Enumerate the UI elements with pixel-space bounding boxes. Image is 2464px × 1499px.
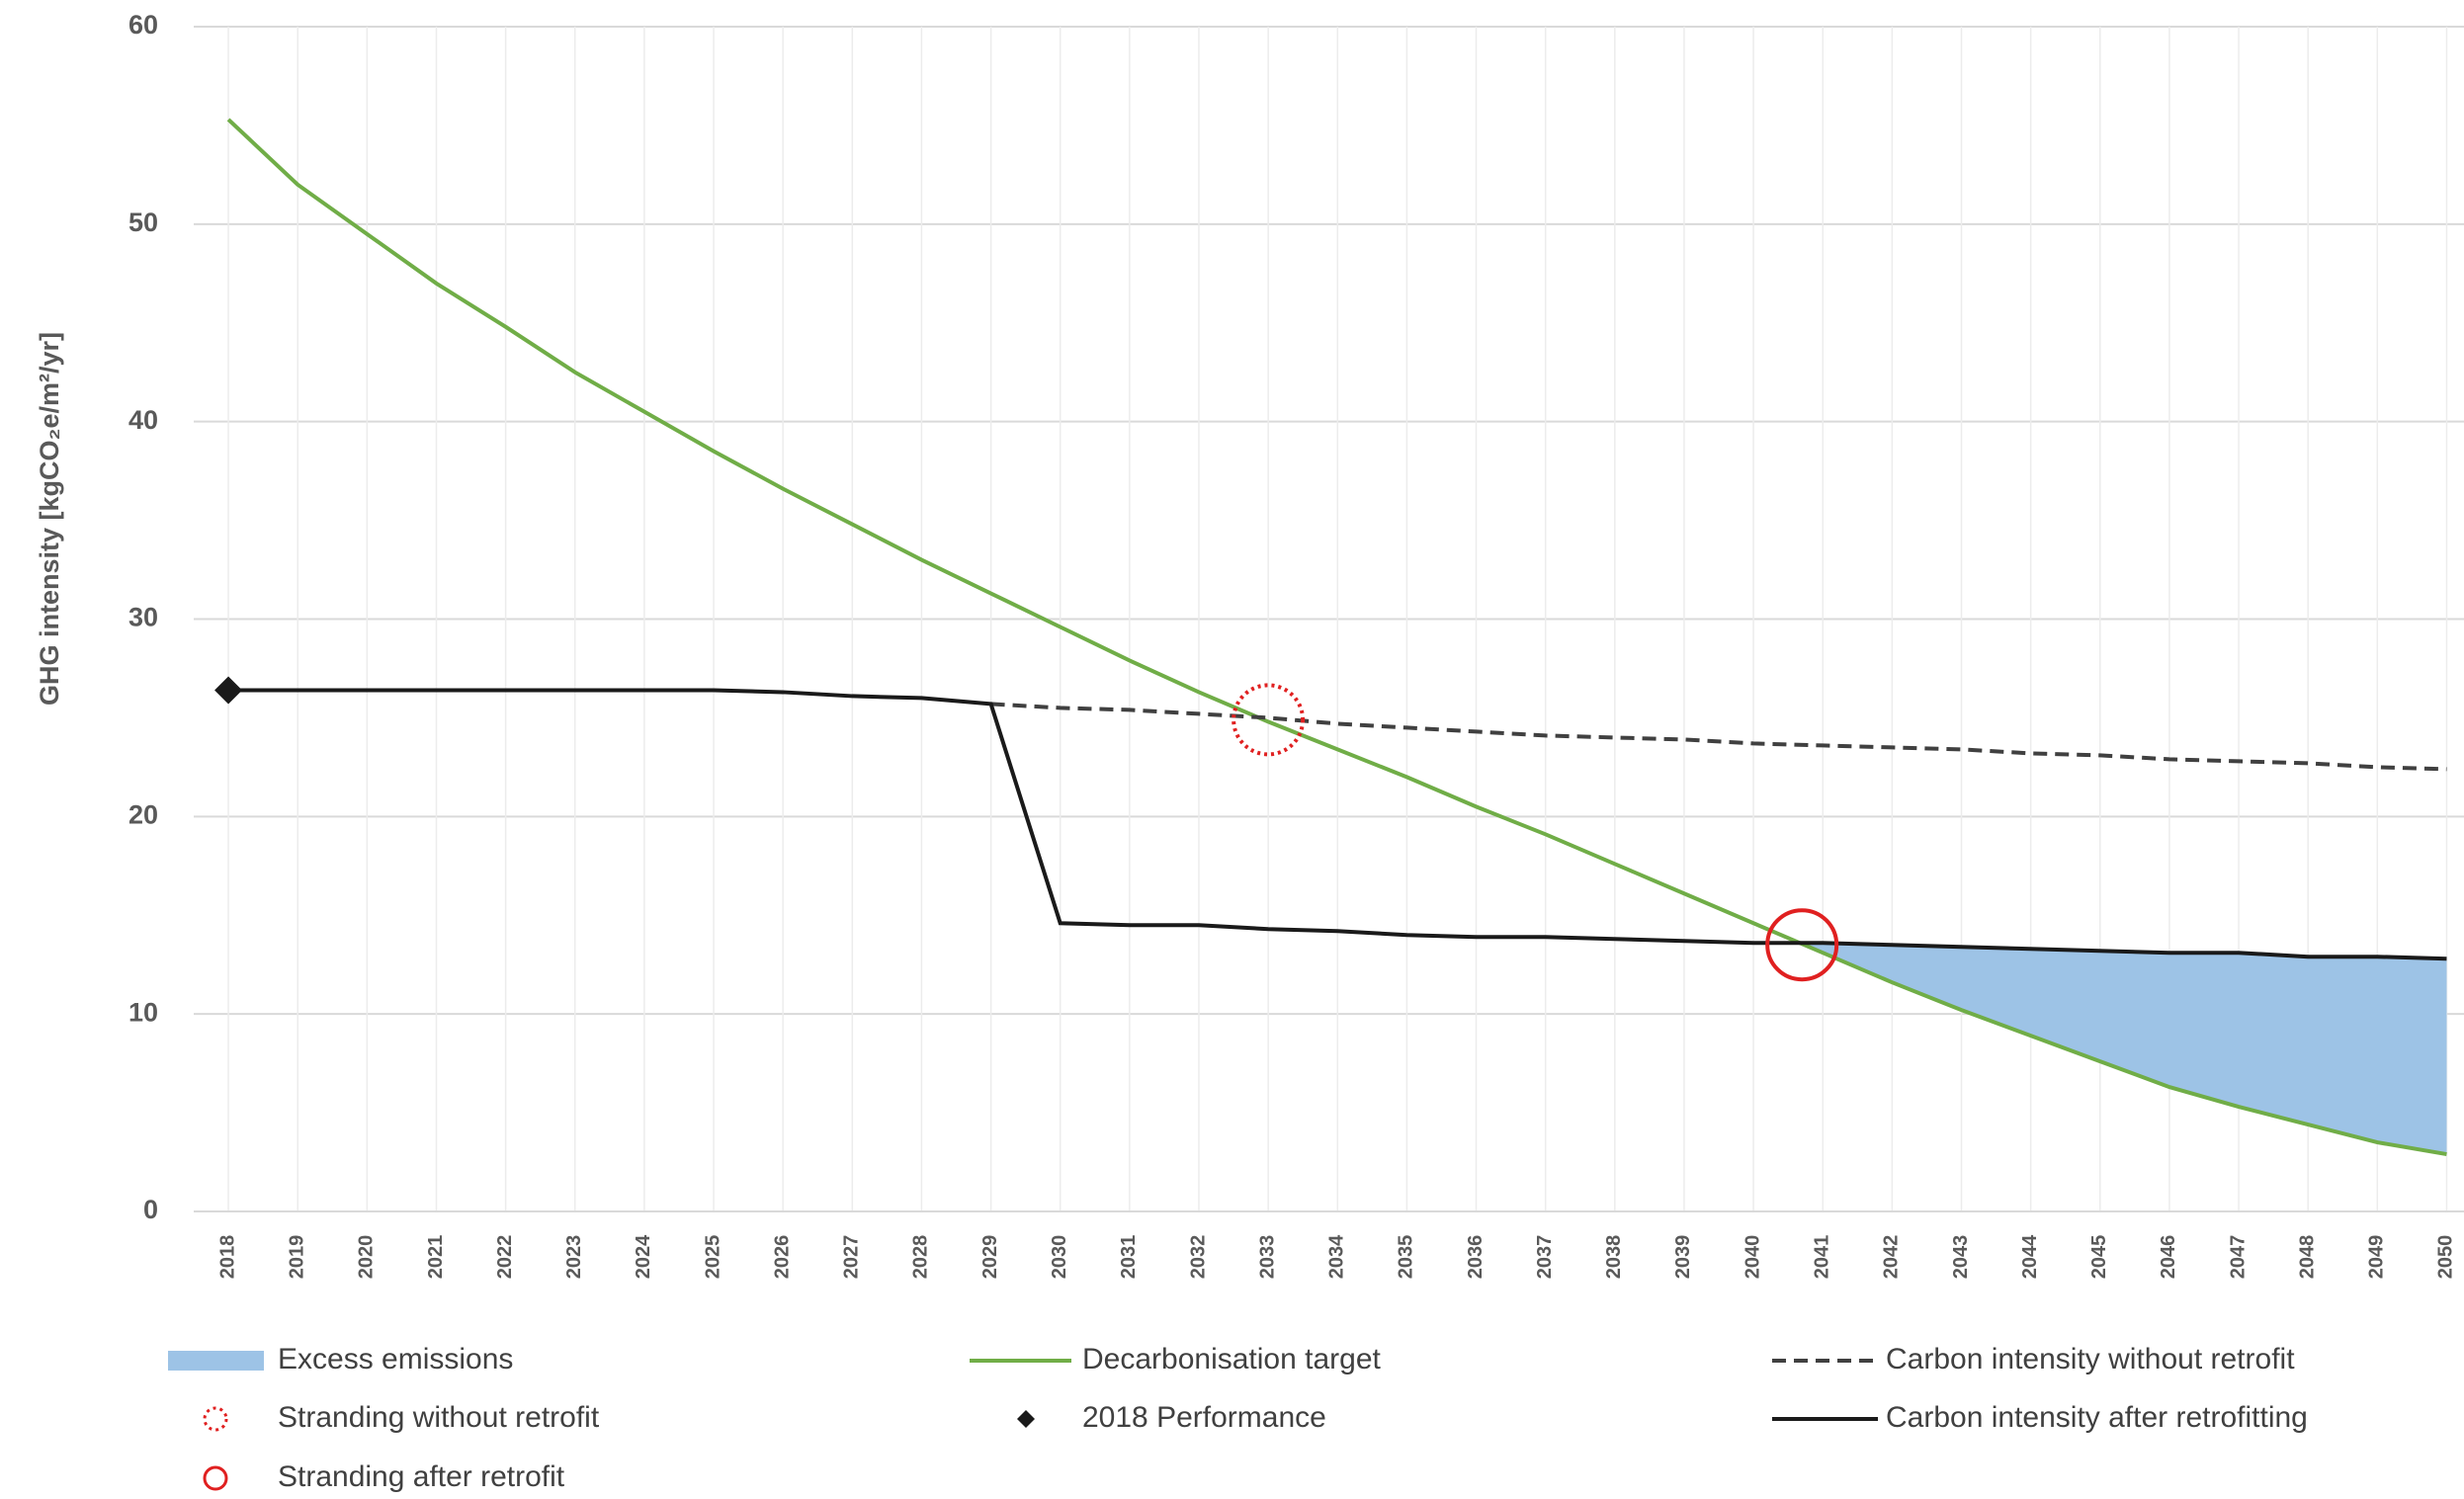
series-line [228, 688, 2447, 961]
series-line [226, 118, 2447, 1157]
x-tick-label: 2020 [356, 1235, 378, 1280]
x-tick-label: 2048 [2296, 1235, 2318, 1280]
y-tick-label: 40 [128, 405, 158, 435]
x-tick-label: 2019 [286, 1235, 307, 1280]
legend-swatch [203, 1465, 228, 1491]
legend-swatch [1017, 1410, 1035, 1428]
x-tick-label: 2021 [425, 1235, 447, 1280]
x-tick-label: 2026 [771, 1235, 793, 1280]
legend-swatch [168, 1351, 264, 1371]
x-tick-label: 2045 [2088, 1235, 2110, 1280]
legend-label: 2018 Performance [1082, 1401, 1326, 1434]
x-tick-label: 2025 [702, 1235, 723, 1280]
x-tick-label: 2044 [2019, 1234, 2041, 1279]
legend-label: Excess emissions [278, 1343, 513, 1375]
x-tick-label: 2047 [2227, 1235, 2249, 1280]
x-tick-label: 2050 [2435, 1235, 2457, 1280]
x-tick-label: 2035 [1396, 1235, 1417, 1280]
x-tick-label: 2040 [1742, 1235, 1763, 1280]
x-tick-label: 2031 [1118, 1235, 1140, 1280]
x-tick-label: 2028 [910, 1235, 932, 1280]
x-tick-label: 2043 [1950, 1235, 1972, 1280]
y-tick-label: 30 [128, 603, 158, 632]
x-tick-label: 2041 [1812, 1235, 1833, 1280]
legend-label: Carbon intensity without retrofit [1886, 1343, 2295, 1375]
legend-label: Decarbonisation target [1082, 1343, 1382, 1375]
x-tick-label: 2023 [563, 1235, 585, 1280]
x-tick-label: 2046 [2158, 1235, 2179, 1280]
x-tick-label: 2037 [1534, 1235, 1556, 1280]
x-tick-label: 2039 [1672, 1235, 1694, 1280]
x-tick-label: 2032 [1187, 1235, 1209, 1280]
y-tick-label: 0 [143, 1195, 158, 1224]
x-tick-label: 2030 [1049, 1235, 1070, 1280]
series-line [990, 702, 2447, 772]
x-tick-label: 2049 [2366, 1235, 2388, 1280]
x-tick-label: 2018 [216, 1235, 238, 1280]
y-tick-label: 10 [128, 997, 158, 1027]
x-tick-label: 2022 [494, 1235, 516, 1280]
excess-area [1799, 943, 2447, 1155]
point-marker [1232, 683, 1306, 757]
y-tick-label: 60 [128, 10, 158, 40]
y-tick-label: 50 [128, 208, 158, 237]
point-marker [214, 676, 243, 705]
x-tick-label: 2029 [979, 1235, 1001, 1280]
x-tick-label: 2042 [1881, 1235, 1903, 1280]
y-axis-title: GHG intensity [kgCO₂e/m²/yr] [35, 332, 64, 706]
legend-swatch [203, 1406, 228, 1432]
x-tick-label: 2033 [1256, 1235, 1278, 1280]
x-tick-label: 2024 [633, 1234, 654, 1279]
y-tick-label: 20 [128, 799, 158, 829]
legend-label: Carbon intensity after retrofitting [1886, 1401, 2308, 1434]
point-marker [1765, 908, 1839, 982]
legend-label: Stranding after retrofit [278, 1460, 565, 1493]
x-tick-label: 2038 [1603, 1235, 1625, 1280]
x-tick-label: 2027 [841, 1235, 863, 1280]
legend-label: Stranding without retrofit [278, 1401, 600, 1434]
x-tick-label: 2036 [1465, 1235, 1487, 1280]
x-tick-label: 2034 [1326, 1234, 1348, 1279]
